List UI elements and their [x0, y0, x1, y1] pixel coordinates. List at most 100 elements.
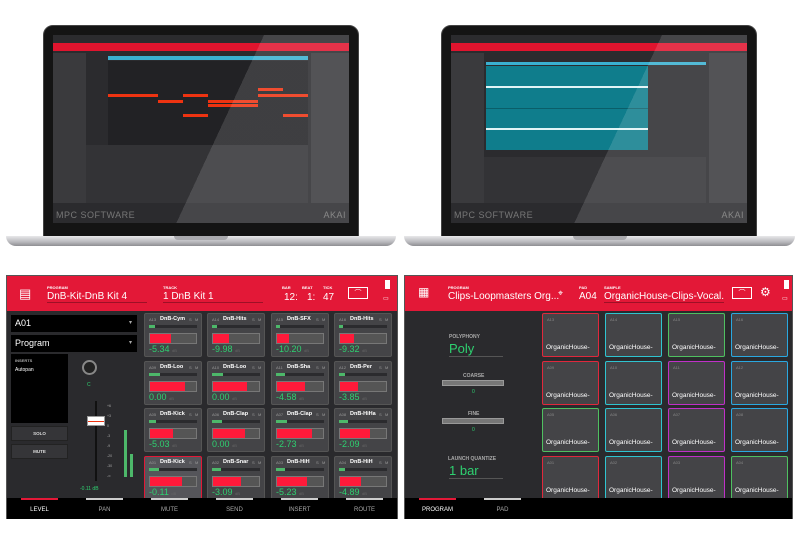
mute-toggle[interactable]: M — [385, 317, 389, 322]
tab-program[interactable]: PROGRAM — [405, 498, 470, 519]
pad-channel-strip[interactable]: A14 DnB-Hits S M -9.98 dB — [207, 313, 265, 357]
insert-item[interactable]: Autopan — [15, 367, 34, 373]
automation-button[interactable]: ⌒ — [348, 287, 368, 299]
mute-toggle[interactable]: M — [258, 460, 262, 465]
mute-toggle[interactable]: M — [385, 412, 389, 417]
pad-channel-strip[interactable]: A01 DnB-Kick S M -0.11 dB — [144, 456, 202, 500]
pad[interactable]: A06 OrganicHouse- — [605, 408, 662, 452]
level-bar[interactable] — [339, 381, 387, 392]
inserts-box[interactable]: INSERTS Autopan — [11, 354, 68, 423]
pad[interactable]: A04 OrganicHouse- — [731, 456, 788, 500]
pad[interactable]: A11 OrganicHouse- — [668, 361, 725, 405]
gear-icon[interactable]: ⚙ — [760, 285, 771, 299]
solo-toggle[interactable]: S — [316, 460, 319, 465]
mute-toggle[interactable]: M — [258, 365, 262, 370]
solo-toggle[interactable]: S — [316, 365, 319, 370]
tab-pad[interactable]: PAD — [470, 498, 535, 519]
screen-icon[interactable]: ▭ — [383, 296, 389, 302]
program-select[interactable]: Clips-Loopmasters Org... — [448, 291, 560, 302]
pad[interactable]: A03 OrganicHouse- — [668, 456, 725, 500]
mute-toggle[interactable]: M — [322, 460, 326, 465]
level-bar[interactable] — [339, 333, 387, 344]
mute-toggle[interactable]: M — [258, 317, 262, 322]
pad-channel-strip[interactable]: A06 DnB-Clap S M 0.00 dB — [207, 408, 265, 452]
fine-slider[interactable] — [442, 418, 504, 424]
mute-toggle[interactable]: M — [258, 412, 262, 417]
pad[interactable]: A12 OrganicHouse- — [731, 361, 788, 405]
solo-toggle[interactable]: S — [189, 365, 192, 370]
pad-channel-strip[interactable]: A10 DnB-Loo S M 0.00 dB — [207, 361, 265, 405]
pad-channel-strip[interactable]: A03 DnB-HiH S M -5.23 dB — [271, 456, 329, 500]
sample-select[interactable]: OrganicHouse-Clips-Vocal... — [604, 291, 724, 303]
solo-toggle[interactable]: S — [379, 365, 382, 370]
solo-toggle[interactable]: S — [379, 412, 382, 417]
mute-toggle[interactable]: M — [322, 412, 326, 417]
tab-level[interactable]: LEVEL — [7, 498, 72, 519]
pad-channel-strip[interactable]: A05 DnB-Kick S M -5.03 dB — [144, 408, 202, 452]
mute-button[interactable]: MUTE — [11, 444, 68, 459]
tab-mute[interactable]: MUTE — [137, 498, 202, 519]
polyphony-select[interactable]: Poly — [449, 341, 503, 357]
pad[interactable]: A16 OrganicHouse- — [731, 313, 788, 357]
pad-channel-strip[interactable]: A13 DnB-Cym S M -5.34 dB — [144, 313, 202, 357]
pad-select[interactable]: A01 — [11, 315, 137, 332]
program-select[interactable]: DnB-Kit-DnB Kit 4 — [47, 291, 147, 303]
pad-channel-strip[interactable]: A08 DnB-HiHa S M -2.09 dB — [334, 408, 392, 452]
level-bar[interactable] — [149, 476, 197, 487]
pad-channel-strip[interactable]: A02 DnB-Snar S M -3.09 dB — [207, 456, 265, 500]
tab-pan[interactable]: PAN — [72, 498, 137, 519]
solo-toggle[interactable]: S — [316, 412, 319, 417]
solo-toggle[interactable]: S — [189, 317, 192, 322]
level-bar[interactable] — [149, 333, 197, 344]
pad-channel-strip[interactable]: A15 DnB-SFX S M -10.20 dB — [271, 313, 329, 357]
pad-channel-strip[interactable]: A11 DnB-Sha S M -4.58 dB — [271, 361, 329, 405]
volume-fader[interactable] — [87, 416, 105, 426]
level-bar[interactable] — [339, 476, 387, 487]
mute-toggle[interactable]: M — [385, 365, 389, 370]
solo-toggle[interactable]: S — [252, 317, 255, 322]
automation-button[interactable]: ⌒ — [732, 287, 752, 299]
tab-route[interactable]: ROUTE — [332, 498, 397, 519]
pad[interactable]: A07 OrganicHouse- — [668, 408, 725, 452]
pad[interactable]: A09 OrganicHouse- — [542, 361, 599, 405]
solo-toggle[interactable]: S — [379, 460, 382, 465]
level-bar[interactable] — [276, 428, 324, 439]
pad-channel-strip[interactable]: A07 DnB-Clap S M -2.73 dB — [271, 408, 329, 452]
mute-toggle[interactable]: M — [195, 317, 199, 322]
pad-locate-icon[interactable]: ⌖ — [558, 288, 564, 298]
solo-toggle[interactable]: S — [252, 412, 255, 417]
pad[interactable]: A08 OrganicHouse- — [731, 408, 788, 452]
grid-icon[interactable]: ▦ — [418, 285, 430, 299]
level-bar[interactable] — [212, 333, 260, 344]
level-bar[interactable] — [149, 381, 197, 392]
level-bar[interactable] — [149, 428, 197, 439]
pad-channel-strip[interactable]: A09 DnB-Loo S M 0.00 dB — [144, 361, 202, 405]
tab-send[interactable]: SEND — [202, 498, 267, 519]
solo-toggle[interactable]: S — [189, 460, 192, 465]
pad-channel-strip[interactable]: A04 DnB-HiH S M -4.89 dB — [334, 456, 392, 500]
solo-button[interactable]: SOLO — [11, 426, 68, 441]
tab-insert[interactable]: INSERT — [267, 498, 332, 519]
pan-knob[interactable] — [82, 360, 97, 375]
coarse-slider[interactable] — [442, 380, 504, 386]
mute-toggle[interactable]: M — [385, 460, 389, 465]
level-bar[interactable] — [212, 428, 260, 439]
pad-channel-strip[interactable]: A12 DnB-Per S M -3.85 dB — [334, 361, 392, 405]
pad[interactable]: A01 OrganicHouse- — [542, 456, 599, 500]
solo-toggle[interactable]: S — [189, 412, 192, 417]
track-select[interactable]: 1 DnB Kit 1 — [163, 291, 263, 303]
pad[interactable]: A05 OrganicHouse- — [542, 408, 599, 452]
mute-toggle[interactable]: M — [195, 412, 199, 417]
solo-toggle[interactable]: S — [316, 317, 319, 322]
pad[interactable]: A02 OrganicHouse- — [605, 456, 662, 500]
mute-toggle[interactable]: M — [195, 365, 199, 370]
level-bar[interactable] — [212, 381, 260, 392]
type-select[interactable]: Program — [11, 335, 137, 352]
pad[interactable]: A14 OrganicHouse- — [605, 313, 662, 357]
mute-toggle[interactable]: M — [195, 460, 199, 465]
pad[interactable]: A13 OrganicHouse- — [542, 313, 599, 357]
pad[interactable]: A10 OrganicHouse- — [605, 361, 662, 405]
solo-toggle[interactable]: S — [379, 317, 382, 322]
level-bar[interactable] — [276, 381, 324, 392]
solo-toggle[interactable]: S — [252, 365, 255, 370]
